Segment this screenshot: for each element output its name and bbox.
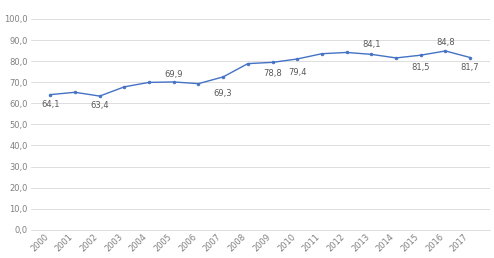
Text: 79,4: 79,4 — [288, 68, 306, 77]
Text: 84,1: 84,1 — [362, 40, 380, 49]
Text: 81,5: 81,5 — [412, 63, 430, 72]
Text: 78,8: 78,8 — [263, 69, 282, 78]
Text: 84,8: 84,8 — [436, 38, 454, 47]
Text: 64,1: 64,1 — [41, 100, 60, 109]
Text: 63,4: 63,4 — [90, 101, 109, 110]
Text: 69,9: 69,9 — [165, 70, 183, 78]
Text: 69,3: 69,3 — [214, 89, 233, 98]
Text: 81,7: 81,7 — [461, 63, 479, 72]
